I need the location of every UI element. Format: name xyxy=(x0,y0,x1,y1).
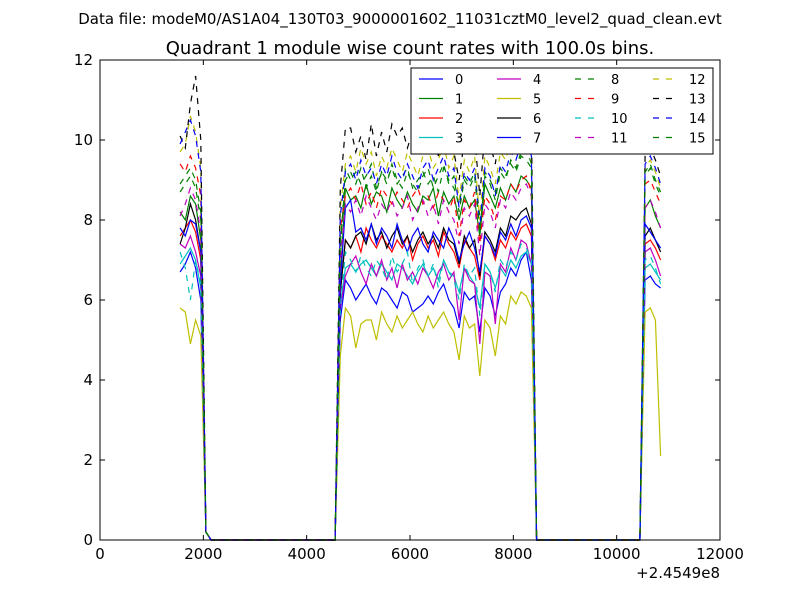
x-offset-label: +2.4549e8 xyxy=(636,564,720,582)
x-tick-label: 2000 xyxy=(184,545,222,563)
legend-frame xyxy=(410,67,714,155)
legend-label-15: 15 xyxy=(689,132,706,147)
y-tick-label: 8 xyxy=(83,211,93,229)
legend-label-3: 3 xyxy=(455,132,463,147)
x-tick-label: 12000 xyxy=(696,545,744,563)
chart-title: Quadrant 1 module wise count rates with … xyxy=(166,38,655,59)
suptitle: Data file: modeM0/AS1A04_130T03_90000016… xyxy=(78,10,722,29)
legend-label-6: 6 xyxy=(533,112,541,127)
y-tick-label: 4 xyxy=(83,371,93,389)
legend-label-1: 1 xyxy=(455,93,463,108)
legend-label-7: 7 xyxy=(533,132,541,147)
legend-label-9: 9 xyxy=(611,93,619,108)
x-tick-label: 8000 xyxy=(494,545,532,563)
series-line-10 xyxy=(179,243,662,541)
legend-label-5: 5 xyxy=(533,93,541,108)
series-line-11 xyxy=(179,183,662,541)
legend-label-13: 13 xyxy=(689,93,706,108)
series-line-8 xyxy=(179,155,662,541)
y-tick-label: 2 xyxy=(83,451,93,469)
legend-label-10: 10 xyxy=(611,112,628,127)
series-line-14 xyxy=(179,118,662,541)
legend-label-2: 2 xyxy=(455,112,463,127)
x-tick-label: 6000 xyxy=(391,545,429,563)
x-tick-label: 0 xyxy=(95,545,105,563)
y-tick-label: 10 xyxy=(74,131,93,149)
legend-label-12: 12 xyxy=(689,73,706,88)
legend-label-0: 0 xyxy=(455,73,463,88)
legend-label-8: 8 xyxy=(611,73,619,88)
legend-label-4: 4 xyxy=(533,73,541,88)
x-axis: 0 2000 4000 6000 8000 10000 12000 xyxy=(95,60,744,563)
legend-label-11: 11 xyxy=(611,132,628,147)
y-tick-label: 12 xyxy=(74,51,93,69)
x-tick-label: 4000 xyxy=(288,545,326,563)
y-tick-label: 6 xyxy=(83,291,93,309)
legend-label-14: 14 xyxy=(689,112,706,127)
x-tick-label: 10000 xyxy=(593,545,641,563)
series-line-5 xyxy=(179,291,662,541)
y-tick-label: 0 xyxy=(83,531,93,549)
